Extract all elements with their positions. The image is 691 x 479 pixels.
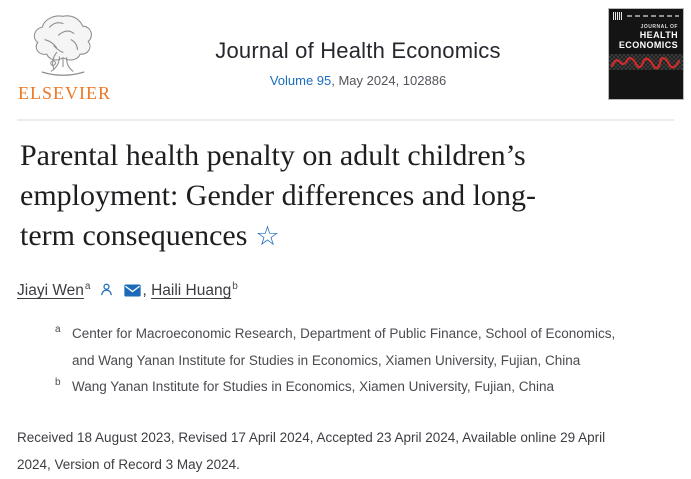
affiliation-b: b Wang Yanan Institute for Studies in Ec… [55, 374, 691, 401]
author-link-jiayi-wen[interactable]: Jiayi Wen [17, 282, 84, 300]
volume-link[interactable]: Volume 95 [269, 73, 332, 88]
author-separator: , [142, 282, 152, 300]
affiliation-list: a Center for Macroeconomic Research, Dep… [55, 321, 691, 401]
affiliation-a-line1: Center for Macroeconomic Research, Depar… [72, 326, 616, 342]
dates-line2: 2024, Version of Record 3 May 2024. [17, 457, 240, 473]
cover-top-strip [609, 9, 683, 20]
author-affiliation-sup-a: a [84, 281, 91, 292]
cover-wave-band [609, 54, 683, 70]
author-profile-icon[interactable] [99, 282, 114, 297]
barcode-icon [613, 12, 622, 20]
cover-title-block: JOURNAL OF HEALTH ECONOMICS [609, 20, 683, 50]
affiliation-a-line2: and Wang Yanan Institute for Studies in … [72, 352, 581, 368]
cover-journal-of: JOURNAL OF [640, 24, 678, 30]
journal-masthead: Journal of Health Economics Volume 95, M… [108, 8, 608, 88]
corresponding-author-email-icon[interactable] [124, 284, 142, 297]
affiliation-a-marker: a [55, 324, 61, 336]
cover-economics: ECONOMICS [618, 40, 678, 50]
issue-info: , May 2024, 102886 [331, 73, 447, 88]
author-link-haili-huang[interactable]: Haili Huang [151, 282, 232, 300]
journal-header: ELSEVIER Journal of Health Economics Vol… [0, 0, 691, 104]
elsevier-logo: ELSEVIER [18, 8, 111, 104]
article-title-line3: term consequences [20, 219, 248, 252]
journal-cover-thumbnail[interactable]: JOURNAL OF HEALTH ECONOMICS [608, 8, 684, 100]
journal-title-link[interactable]: Journal of Health Economics [215, 38, 501, 63]
header-divider [17, 119, 674, 121]
footnote-star-link[interactable]: ☆ [255, 221, 280, 252]
affiliation-b-marker: b [55, 377, 61, 389]
elsevier-wordmark: ELSEVIER [18, 83, 111, 103]
heartbeat-wave-icon [610, 57, 681, 70]
issue-line: Volume 95, May 2024, 102886 [108, 73, 608, 88]
author-list: Jiayi Wena, Haili Huangb [17, 281, 674, 300]
article-title: Parental health penalty on adult childre… [20, 136, 671, 257]
dates-line1: Received 18 August 2023, Revised 17 Apri… [17, 429, 606, 445]
article-title-line1: Parental health penalty on adult childre… [20, 139, 526, 172]
cover-top-fineprint [627, 15, 679, 17]
elsevier-tree-icon [33, 15, 92, 76]
affiliation-a-text: Center for Macroeconomic Research, Depar… [72, 321, 615, 374]
article-history-dates: Received 18 August 2023, Revised 17 Apri… [17, 424, 674, 479]
affiliation-a: a Center for Macroeconomic Research, Dep… [55, 321, 691, 374]
cover-lower-area [609, 70, 683, 99]
affiliation-b-text: Wang Yanan Institute for Studies in Econ… [72, 379, 554, 395]
author-affiliation-sup-b: b [232, 281, 238, 292]
cover-health: HEALTH [639, 30, 678, 40]
article-title-line2: employment: Gender differences and long- [20, 179, 536, 212]
